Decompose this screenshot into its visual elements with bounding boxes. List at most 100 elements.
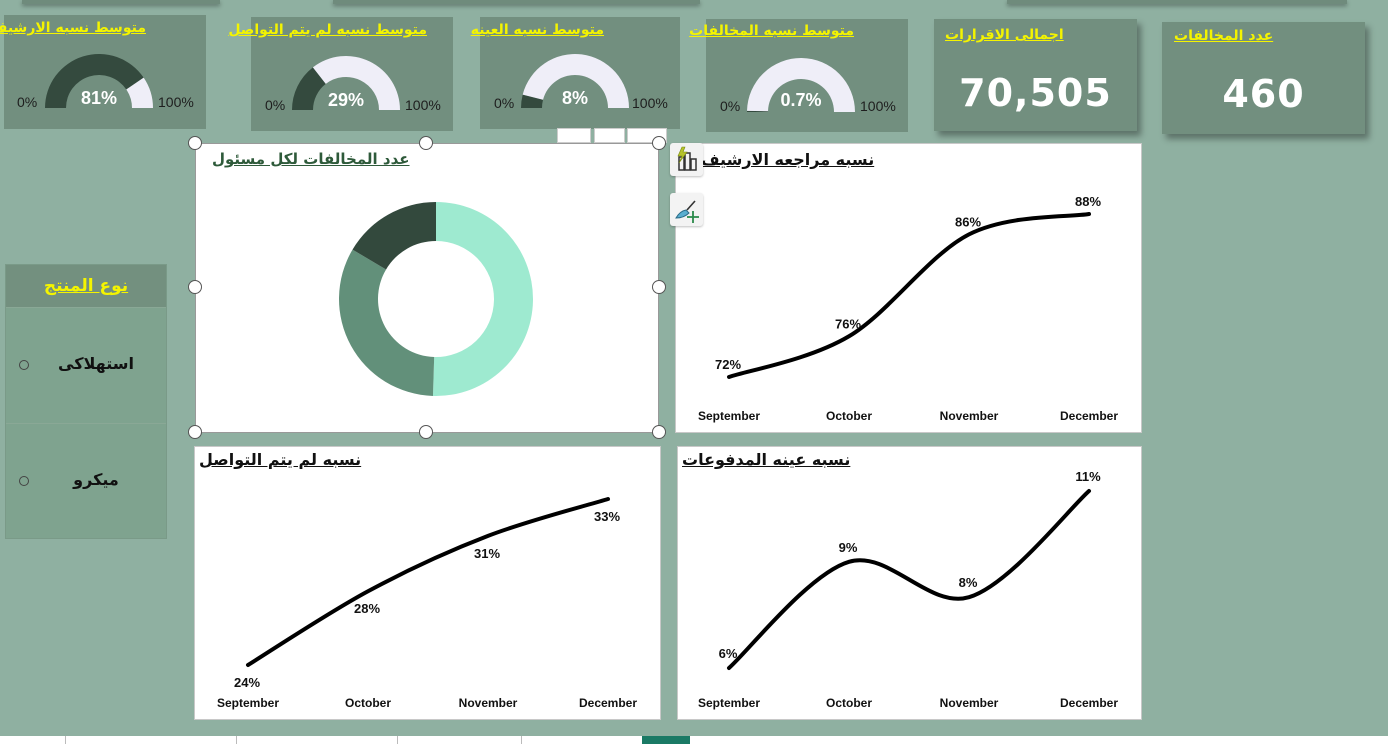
slicer-item-label: استهلاكى (58, 354, 134, 373)
resize-handle[interactable] (652, 280, 666, 294)
line-chart: 72% September 76% October 86% November 88% Dece… (698, 194, 1118, 423)
line-chart-payments-sample[interactable]: نسبه عينه المدفوعات 6% September 9% October… (677, 446, 1142, 720)
gauge-chart (292, 56, 400, 110)
resize-handle[interactable] (188, 280, 202, 294)
series-line[interactable] (246, 497, 610, 667)
donut-slice-0[interactable] (432, 202, 534, 396)
gauge-title: متوسط نسبه لم يتم التواصل (228, 22, 427, 38)
x-tick-label: December (579, 696, 637, 710)
tab-separator (236, 736, 237, 744)
x-tick-label: November (459, 696, 518, 710)
line-chart: 24% September 28% October 31% November 33% Dece… (217, 497, 637, 710)
data-label: 8% (959, 575, 978, 590)
gauge-fill-arc (45, 53, 144, 108)
line-chart-not-contacted[interactable]: نسبه لم يتم التواصل 24% September 28% Octob… (194, 446, 661, 720)
chart-toolbar-button[interactable] (557, 128, 591, 143)
gauge-value: 29% (327, 90, 365, 110)
chart-title: نسبه مراجعه الارشيف (701, 150, 875, 169)
slicer-header: نوع المنتج (6, 265, 166, 307)
gauge-min-label: 0% (494, 95, 515, 111)
chart-toolbar-button[interactable] (594, 128, 625, 143)
kpi-card-total-declarations[interactable]: اجمالى الاقرارات 70,505 (934, 19, 1137, 131)
chart-styles-button[interactable] (670, 193, 703, 226)
gauge-max-label: 100% (632, 95, 668, 111)
kpi-value: 460 (1222, 72, 1305, 116)
radio-icon[interactable] (19, 360, 29, 370)
slicer-item-micro[interactable]: ميكرو (6, 423, 166, 539)
data-label: 86% (955, 214, 981, 229)
x-tick-label: October (345, 696, 391, 710)
gauge-card-violations[interactable]: متوسط نسبه المخالفات 0% 100% 0.7% (689, 19, 908, 132)
gauge-card-not-contacted[interactable]: متوسط نسبه لم يتم التواصل 0% 100% 29% (228, 17, 453, 131)
donut-slice-2[interactable] (352, 202, 436, 270)
brush-icon (675, 200, 699, 223)
series-line[interactable] (727, 212, 1091, 379)
data-label: 88% (1075, 194, 1101, 209)
gauge-min-label: 0% (265, 97, 286, 113)
gauge-value: 81% (80, 88, 118, 108)
gauge-chart (45, 53, 153, 108)
sheet-tab-bar (0, 736, 1388, 744)
data-label: 6% (719, 646, 738, 661)
chart-filters-button[interactable] (670, 143, 703, 176)
radio-icon[interactable] (19, 476, 29, 486)
x-tick-label: September (217, 696, 279, 710)
gauge-value: 8% (561, 88, 588, 108)
x-tick-label: December (1060, 409, 1118, 423)
slicer-title: نوع المنتج (43, 276, 129, 296)
x-tick-label: September (698, 409, 760, 423)
chart-title: نسبه لم يتم التواصل (199, 450, 362, 469)
offscreen-card-edge (333, 0, 700, 4)
donut-chart-panel[interactable]: عدد المخالفات لكل مسئول (195, 143, 659, 433)
x-tick-label: September (698, 696, 760, 710)
donut-chart (339, 202, 534, 396)
gauge-title: متوسط نسبه المخالفات (689, 23, 854, 39)
chart-title: نسبه عينه المدفوعات (682, 450, 851, 469)
resize-handle[interactable] (419, 136, 433, 150)
gauge-empty-arc (747, 58, 855, 112)
gauge-card-sample[interactable]: متوسط نسبه العينه 0% 100% 8% (471, 17, 680, 129)
resize-handle[interactable] (652, 425, 666, 439)
donut-slice-1[interactable] (339, 249, 435, 396)
resize-handle[interactable] (419, 425, 433, 439)
x-tick-label: October (826, 696, 872, 710)
product-type-slicer[interactable]: نوع المنتج استهلاكى ميكرو (5, 264, 167, 539)
x-tick-label: November (940, 409, 999, 423)
tab-separator (65, 736, 66, 744)
x-tick-label: October (826, 409, 872, 423)
slicer-item-consumer[interactable]: استهلاكى (6, 307, 166, 423)
data-label: 31% (474, 546, 500, 561)
gauge-fill-arc (521, 94, 544, 108)
offscreen-card-edge (22, 0, 220, 4)
offscreen-card-edge (1007, 0, 1347, 4)
kpi-title: عدد المخالفات (1174, 28, 1274, 44)
kpi-card-violations-count[interactable]: عدد المخالفات 460 (1162, 22, 1365, 134)
gauge-card-archive[interactable]: متوسط نسبه الارشيف 0% 100% 81% (0, 15, 206, 129)
resize-handle[interactable] (188, 425, 202, 439)
data-label: 9% (839, 540, 858, 555)
resize-handle[interactable] (652, 136, 666, 150)
slicer-item-label: ميكرو (73, 470, 119, 489)
gauge-title: متوسط نسبه العينه (470, 22, 604, 38)
gauge-max-label: 100% (860, 98, 896, 114)
line-chart-archive-review[interactable]: نسبه مراجعه الارشيف 72% September 76% Octob… (675, 143, 1142, 433)
x-tick-label: December (1060, 696, 1118, 710)
gauge-title: متوسط نسبه الارشيف (0, 20, 146, 36)
line-chart: 6% September 9% October 8% November 11% Decembe… (698, 469, 1118, 710)
active-sheet-tab[interactable] (642, 736, 690, 744)
gauge-value: 0.7% (780, 90, 822, 110)
tab-separator (521, 736, 522, 744)
gauge-fill-arc (292, 67, 326, 110)
x-tick-label: November (940, 696, 999, 710)
kpi-value: 70,505 (959, 71, 1112, 115)
gauge-empty-arc (522, 54, 629, 108)
chart-filter-icon (677, 146, 697, 171)
gauge-chart (521, 54, 629, 108)
series-line[interactable] (727, 489, 1091, 670)
gauge-max-label: 100% (405, 97, 441, 113)
gauge-min-label: 0% (17, 94, 38, 110)
gauge-empty-arc (126, 77, 153, 108)
data-label: 76% (835, 316, 861, 331)
kpi-title: اجمالى الاقرارات (945, 27, 1064, 43)
resize-handle[interactable] (188, 136, 202, 150)
